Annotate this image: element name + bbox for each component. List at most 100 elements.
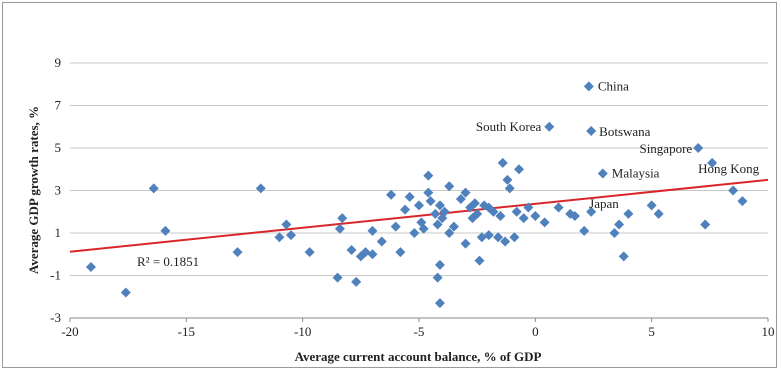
point-label-hong-kong: Hong Kong (698, 161, 760, 176)
data-point (460, 187, 471, 198)
x-tick-label: -15 (178, 324, 195, 339)
data-point (569, 211, 580, 221)
data-point-china (583, 81, 594, 92)
x-tick-label: -10 (294, 324, 311, 339)
data-point (439, 206, 450, 217)
data-point (432, 219, 443, 230)
data-point (614, 219, 625, 230)
data-point (404, 191, 415, 202)
data-point-hong-kong (707, 157, 718, 168)
data-point (511, 206, 522, 217)
data-point (483, 230, 494, 241)
data-point (448, 221, 459, 232)
data-point (414, 200, 424, 211)
data-point (232, 247, 243, 258)
y-tick-label: -1 (50, 268, 61, 283)
data-point (444, 228, 455, 238)
data-point (514, 164, 525, 175)
y-tick-label: 9 (55, 55, 62, 70)
data-point (395, 247, 406, 258)
data-point (409, 228, 420, 238)
data-point (434, 298, 445, 309)
data-point (530, 211, 541, 221)
data-point (502, 174, 513, 185)
data-point (274, 232, 285, 243)
data-point (120, 287, 131, 298)
data-point (430, 208, 441, 219)
data-point (425, 196, 436, 207)
data-point (472, 208, 483, 219)
data-point (334, 223, 345, 234)
data-point-botswana (586, 126, 597, 136)
data-point (728, 185, 739, 196)
data-point-singapore (693, 143, 704, 153)
data-point (500, 236, 511, 247)
data-point (304, 247, 315, 258)
data-point (469, 198, 480, 209)
data-point (523, 202, 534, 213)
point-label-japan: Japan (589, 196, 619, 211)
y-tick-label: 3 (55, 183, 62, 198)
data-point (737, 196, 748, 207)
data-point (367, 249, 378, 260)
data-point (390, 221, 401, 232)
data-point (432, 272, 443, 283)
x-tick-label: 10 (762, 324, 775, 339)
data-point (497, 157, 508, 168)
data-point-malaysia (597, 168, 608, 179)
data-point (509, 232, 520, 243)
x-tick-label: 5 (648, 324, 655, 339)
data-point (495, 211, 506, 221)
data-points (85, 81, 748, 309)
data-point (539, 217, 550, 228)
data-point (286, 230, 297, 241)
data-point (444, 181, 455, 192)
x-tick-label: 0 (532, 324, 539, 339)
data-point-japan (586, 206, 597, 217)
data-point (376, 236, 387, 247)
data-point (488, 206, 499, 217)
point-label-malaysia: Malaysia (612, 166, 660, 181)
y-tick-label: 5 (55, 140, 62, 155)
r-squared-label: R² = 0.1851 (137, 254, 199, 269)
data-point (455, 194, 466, 204)
data-point (623, 208, 634, 219)
y-axis-title: Average GDP growth rates, % (26, 106, 41, 274)
data-point (474, 255, 485, 266)
data-point (400, 204, 411, 215)
axes: -3 -1 1 3 5 7 9 -20 -15 -10 -5 0 5 10 (50, 55, 774, 339)
data-point (423, 187, 434, 198)
data-point (423, 170, 434, 181)
data-point-south-korea (544, 121, 555, 132)
data-point (609, 228, 620, 238)
y-tick-label: 7 (55, 98, 62, 113)
data-point (160, 225, 171, 236)
data-point (518, 213, 529, 224)
data-point (460, 238, 471, 249)
data-point (367, 225, 378, 236)
data-point (255, 183, 266, 194)
point-label-singapore: Singapore (639, 141, 692, 156)
data-point (386, 189, 397, 200)
x-tick-label: -5 (414, 324, 425, 339)
data-point (553, 202, 564, 213)
data-point (434, 259, 445, 270)
data-point (418, 223, 429, 234)
point-labels: China South Korea Botswana Singapore Hong Ko… (476, 78, 760, 210)
data-point (281, 219, 292, 230)
x-tick-label: -20 (61, 324, 78, 339)
trendline (69, 178, 769, 253)
trendline-group (69, 178, 769, 253)
y-tick-label: -3 (50, 310, 61, 325)
data-point (504, 183, 515, 194)
data-point (346, 245, 357, 255)
data-point (618, 251, 629, 262)
data-point (351, 276, 362, 287)
point-label-botswana: Botswana (599, 124, 651, 139)
point-label-china: China (598, 78, 629, 93)
data-point (493, 232, 504, 243)
data-point (579, 225, 590, 236)
x-axis-title: Average current account balance, % of GD… (295, 349, 542, 364)
